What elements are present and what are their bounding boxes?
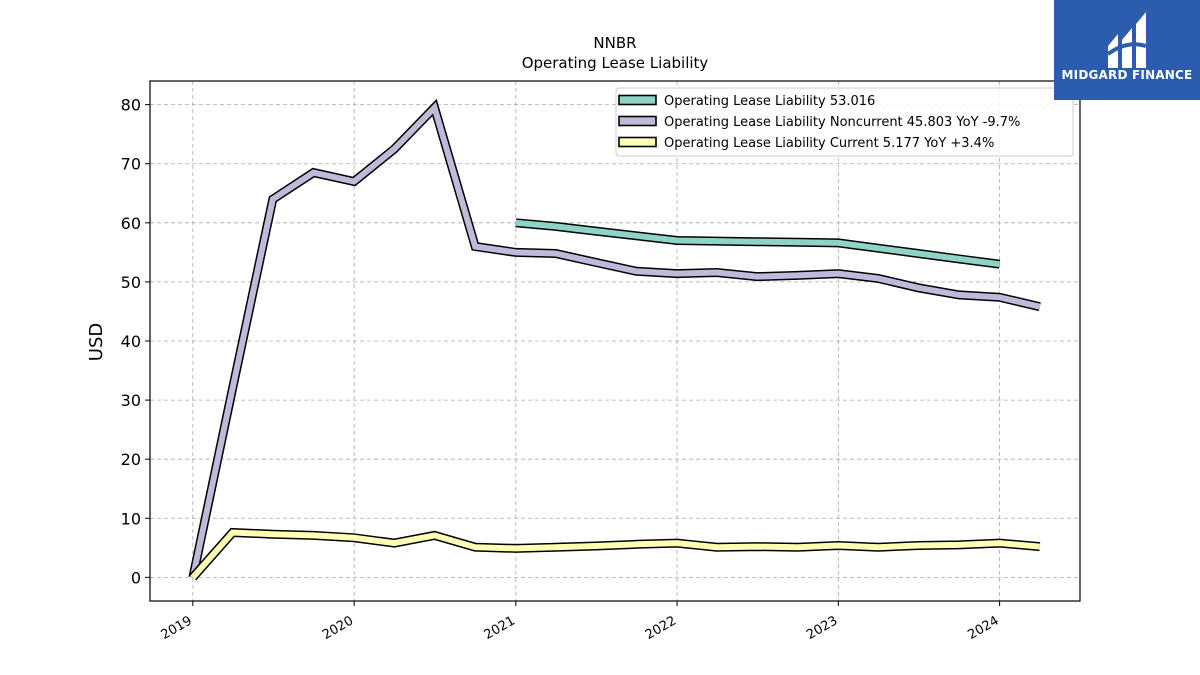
logo-icon (1106, 12, 1147, 68)
brand-logo: MIDGARD FINANCE (1054, 0, 1200, 100)
y-axis-ticks: 0 10 20 30 40 50 60 70 80 (121, 96, 150, 587)
x-tick-label: 2020 (320, 613, 356, 643)
grid (150, 81, 1080, 601)
series-outline-2 (189, 527, 1041, 581)
x-axis-ticks: 2019 2020 2021 2022 2023 2024 (159, 601, 1002, 643)
x-tick-label: 2023 (804, 613, 840, 643)
legend-label-0: Operating Lease Liability 53.016 (664, 94, 875, 109)
legend-swatch-1 (618, 115, 657, 127)
x-tick-label: 2019 (159, 613, 195, 643)
y-tick-label: 40 (121, 332, 141, 351)
y-axis-label: USD (86, 323, 107, 361)
legend-label-1: Operating Lease Liability Noncurrent 45.… (664, 115, 1020, 130)
y-tick-label: 70 (121, 155, 141, 174)
y-tick-label: 80 (121, 96, 141, 115)
x-tick-label: 2021 (482, 613, 518, 643)
chart-title: NNBR (593, 34, 636, 52)
chart-subtitle: Operating Lease Liability (522, 54, 709, 72)
series-outline-1 (188, 98, 1041, 579)
legend: Operating Lease Liability 53.016 Operatin… (615, 87, 1074, 157)
y-tick-label: 60 (121, 214, 141, 233)
series-line-1 (189, 101, 1041, 579)
y-tick-label: 0 (131, 568, 141, 587)
y-tick-label: 20 (121, 450, 141, 469)
logo-text: MIDGARD FINANCE (1061, 68, 1193, 82)
y-tick-label: 50 (121, 273, 141, 292)
y-tick-label: 30 (121, 391, 141, 410)
series-line-0 (515, 219, 1000, 268)
legend-swatch-0 (618, 94, 657, 106)
x-tick-label: 2024 (965, 613, 1001, 643)
y-tick-label: 10 (121, 509, 141, 528)
x-tick-label: 2022 (643, 613, 679, 643)
legend-swatch-2 (618, 136, 657, 148)
legend-label-2: Operating Lease Liability Current 5.177 … (664, 136, 994, 151)
series-line-2 (190, 529, 1041, 580)
series-lines (188, 98, 1041, 581)
legend-box (615, 87, 1074, 157)
